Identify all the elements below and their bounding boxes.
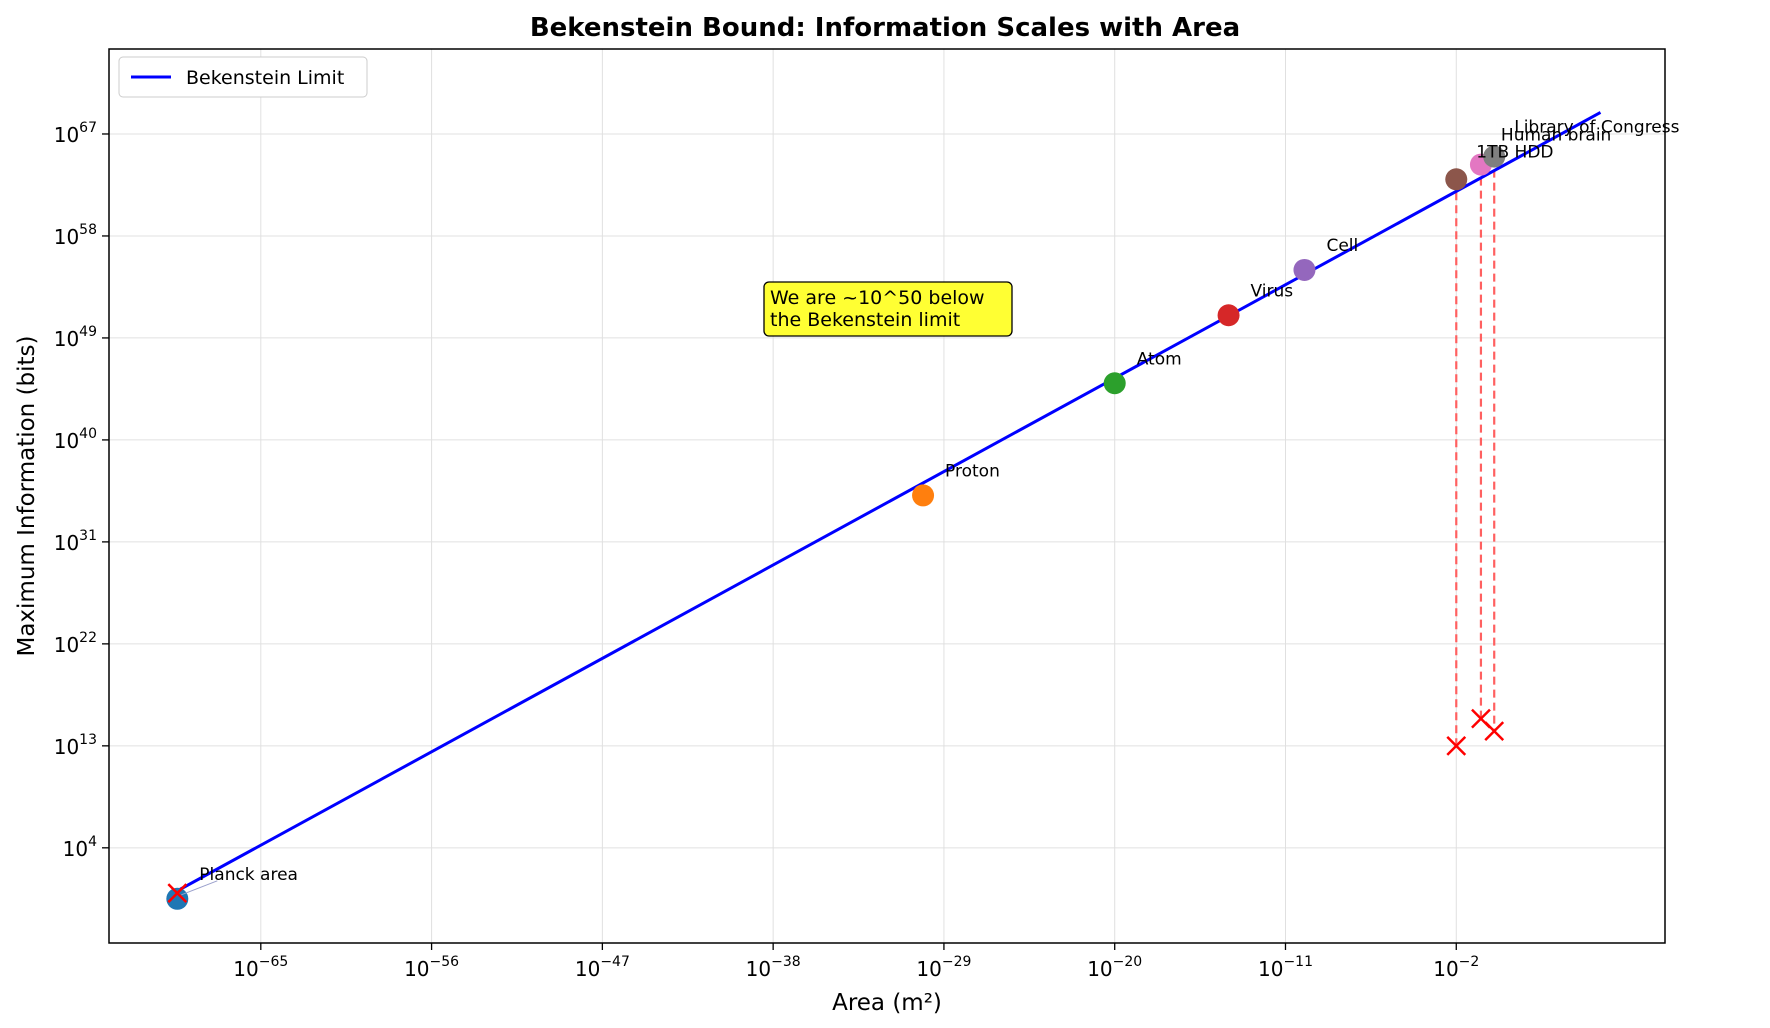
actual-info-x-marker [1484, 721, 1505, 741]
point-atom [1103, 372, 1126, 395]
annotation-text: We are ~10^50 below the Bekenstein limit [770, 287, 985, 331]
y-tick-label: 1067 [54, 120, 97, 147]
point-virus [1217, 304, 1240, 327]
point-cell [1293, 258, 1316, 281]
annotation-box [763, 281, 1013, 337]
bekenstein-limit-line [176, 111, 1602, 893]
plot-area-frame [108, 48, 1666, 944]
actual-info-x-marker [167, 883, 188, 904]
y-tick-label: 1058 [54, 222, 97, 249]
planck-label-leader [181, 880, 218, 896]
x-tick-label: 10−56 [404, 954, 459, 981]
point-label: Proton [945, 461, 1000, 481]
dashed-connectors [1455, 156, 1496, 746]
point-label: Human brain [1501, 126, 1611, 146]
point-labels: Planck area Proton Atom Virus Cell 1TB HDDHum… [181, 118, 1680, 896]
x-tick-label: 10−29 [916, 954, 971, 981]
x-tick-label: 10−38 [746, 954, 801, 981]
object-points [166, 145, 1506, 910]
actual-info-markers [167, 708, 1505, 904]
point-label: 1TB HDD [1476, 142, 1553, 162]
point-proton [912, 484, 935, 507]
legend: Bekenstein Limit [118, 56, 368, 98]
legend-box [118, 56, 368, 98]
point-label: Atom [1137, 349, 1182, 369]
x-tick-label: 10−20 [1087, 954, 1142, 981]
y-tick-label: 1040 [54, 426, 97, 453]
point-label: Cell [1326, 236, 1358, 256]
point-library-of-congress [1483, 145, 1506, 168]
actual-info-x-marker [1446, 735, 1467, 756]
point-label: Virus [1251, 281, 1294, 301]
x-axis-title: Area (m²) [832, 990, 942, 1016]
point-1tb-hdd [1445, 168, 1468, 191]
x-tick-label: 10−11 [1258, 954, 1313, 981]
x-tick-label: 10−65 [233, 954, 288, 981]
x-tick-label: 10−2 [1433, 954, 1479, 981]
y-tick-label: 1013 [54, 732, 97, 759]
point-label: Library of Congress [1514, 118, 1679, 138]
y-tick-label: 1022 [54, 630, 97, 657]
y-axis-ticks: 104 1013 1022 1031 1040 1049 1058 1067 [54, 120, 109, 861]
x-axis-ticks: 10−65 10−56 10−47 10−38 10−29 10−20 10−11 10−2 [233, 943, 1479, 981]
y-tick-label: 1031 [54, 528, 97, 555]
x-tick-label: 10−47 [575, 954, 630, 981]
annotation-callout: We are ~10^50 below the Bekenstein limit [763, 281, 1013, 337]
y-tick-label: 1049 [54, 324, 97, 351]
point-label: Planck area [199, 865, 298, 885]
point-planck-area [166, 887, 189, 910]
y-axis-title: Maximum Information (bits) [14, 335, 40, 656]
legend-label: Bekenstein Limit [186, 67, 344, 89]
bekenstein-limit-line-group [176, 111, 1602, 893]
y-tick-label: 104 [63, 834, 97, 861]
chart-title: Bekenstein Bound: Information Scales wit… [530, 13, 1240, 43]
